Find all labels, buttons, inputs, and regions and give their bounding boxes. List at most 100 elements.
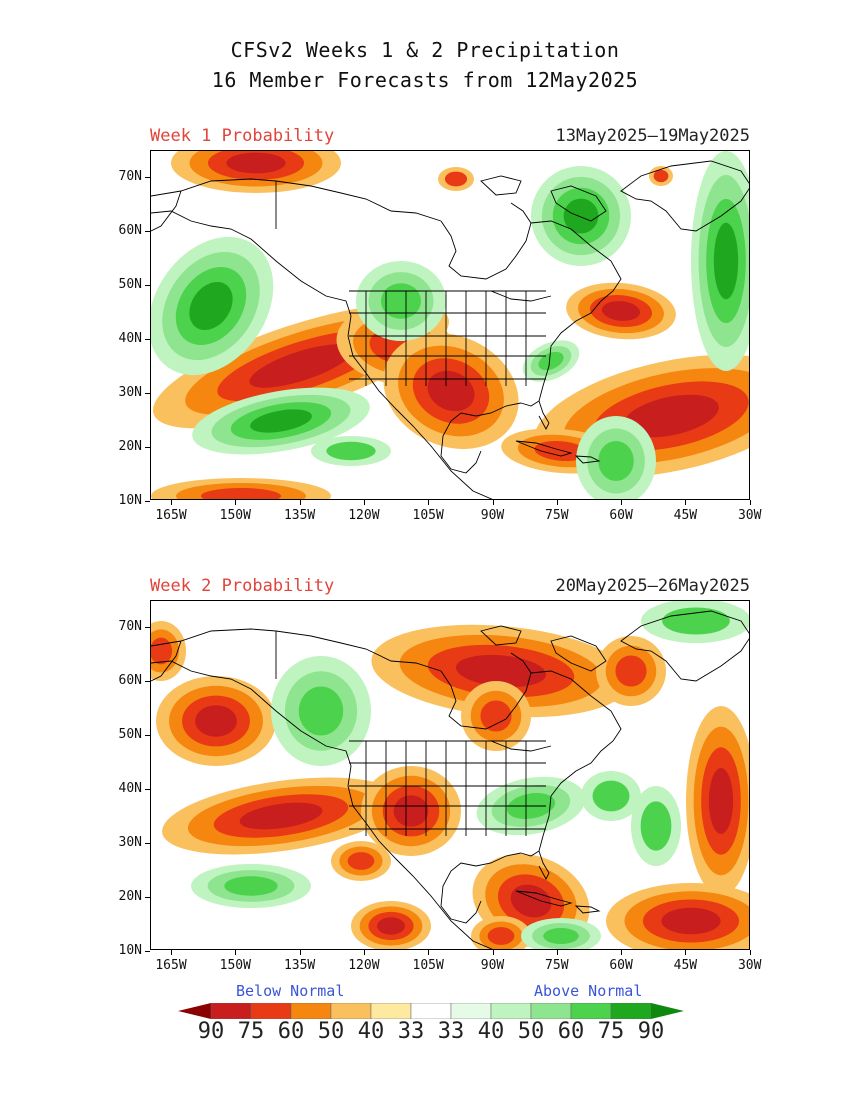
week2-coastlines-line bbox=[151, 628, 442, 672]
week2-lat-tick bbox=[145, 627, 150, 628]
week2-lon-tick bbox=[428, 950, 429, 955]
colorbar bbox=[178, 1003, 684, 1019]
week1-lon-label: 165W bbox=[155, 508, 187, 523]
week1-below-arctic bbox=[171, 151, 341, 193]
week1-coastlines-line bbox=[515, 440, 573, 457]
colorbar-cell bbox=[610, 1003, 652, 1019]
week1-coastlines-line bbox=[151, 190, 182, 232]
week1-lat-label: 60N bbox=[118, 223, 142, 238]
week1-above-midatlantic bbox=[522, 340, 580, 382]
week1-above-hawaii bbox=[192, 387, 370, 455]
week2-below-pacific-contour bbox=[239, 802, 323, 830]
week2-below-baja bbox=[331, 841, 391, 881]
colorbar-tick-label: 75 bbox=[597, 1019, 625, 1044]
week1-coastlines-line bbox=[151, 210, 493, 499]
week2-above-greenland bbox=[641, 601, 749, 643]
week2-coastlines-line bbox=[515, 890, 573, 907]
week1-lon-tick bbox=[235, 500, 236, 505]
week1-above-northern-plains bbox=[356, 261, 446, 341]
week1-lat-label: 10N bbox=[118, 493, 142, 508]
week1-below-mexico-contour bbox=[427, 370, 475, 412]
week1-lat-tick bbox=[145, 339, 150, 340]
week2-above-west-atlantic-contour bbox=[592, 780, 630, 812]
week1-lat-tick bbox=[145, 231, 150, 232]
week2-coastlines-state-borders bbox=[349, 740, 546, 836]
colorbar-cell bbox=[490, 1003, 532, 1019]
week2-below-ontario-contour bbox=[480, 700, 512, 732]
week1-above-tropical-atlantic-contour bbox=[598, 441, 634, 481]
week2-coastlines-line bbox=[440, 852, 522, 924]
colorbar-tick-label: 50 bbox=[317, 1019, 345, 1044]
week2-lat-label: 50N bbox=[118, 727, 142, 742]
week1-lon-label: 150W bbox=[219, 508, 251, 523]
week1-lat-label: 20N bbox=[118, 439, 142, 454]
week2-below-canada bbox=[371, 624, 631, 718]
week2-below-eastern-pacific-contour bbox=[377, 917, 405, 935]
week1-lon-tick bbox=[557, 500, 558, 505]
legend-above-normal: Above Normal bbox=[534, 982, 643, 1000]
title-line-1: CFSv2 Weeks 1 & 2 Precipitation bbox=[230, 38, 620, 62]
week2-panel-label: Week 2 Probability bbox=[150, 576, 335, 596]
week2-coastlines-line bbox=[574, 905, 601, 914]
week2-lon-label: 45W bbox=[673, 958, 698, 973]
colorbar-tick-label: 33 bbox=[397, 1019, 425, 1044]
week2-below-ontario bbox=[461, 681, 531, 751]
week1-lon-tick bbox=[493, 500, 494, 505]
week1-lon-tick bbox=[685, 500, 686, 505]
colorbar-cell bbox=[410, 1003, 452, 1019]
week2-lon-label: 150W bbox=[219, 958, 251, 973]
week2-lat-label: 60N bbox=[118, 673, 142, 688]
week1-above-greenland-sea bbox=[691, 151, 749, 371]
week2-coastlines-line bbox=[538, 850, 550, 880]
colorbar-tick-label: 33 bbox=[437, 1019, 465, 1044]
week2-above-caribbean-south-contour bbox=[543, 928, 579, 944]
week2-lat-label: 40N bbox=[118, 781, 142, 796]
week2-below-baja-contour bbox=[347, 852, 375, 870]
week2-below-gulf-alaska-contour bbox=[195, 705, 237, 737]
week1-coastlines-line bbox=[480, 175, 522, 196]
week1-above-hudson-contour bbox=[563, 198, 599, 234]
week1-lat-tick bbox=[145, 393, 150, 394]
week2-lat-tick bbox=[145, 843, 150, 844]
week1-above-tropical-atlantic bbox=[576, 416, 656, 499]
week2-coastlines-line bbox=[151, 660, 493, 949]
title-line-2: 16 Member Forecasts from 12May2025 bbox=[211, 68, 639, 92]
week1-lon-label: 120W bbox=[348, 508, 380, 523]
colorbar-tick-label: 50 bbox=[517, 1019, 545, 1044]
week1-above-hudson bbox=[531, 166, 631, 266]
week1-lon-label: 90W bbox=[480, 508, 505, 523]
week1-map bbox=[150, 150, 750, 500]
week2-coastlines-line bbox=[440, 652, 532, 730]
week1-lon-label: 60W bbox=[609, 508, 633, 523]
week2-coastlines-line bbox=[550, 635, 607, 672]
week1-above-gulf-alaska-contour bbox=[189, 281, 233, 331]
colorbar-cell bbox=[530, 1003, 572, 1019]
week2-below-labrador bbox=[596, 636, 666, 706]
week1-lat-label: 40N bbox=[118, 331, 142, 346]
colorbar-cell bbox=[250, 1003, 292, 1019]
week1-coastlines-line bbox=[550, 185, 607, 222]
week2-below-atlantic-east bbox=[686, 706, 749, 896]
week2-lon-tick bbox=[364, 950, 365, 955]
week2-lon-label: 30W bbox=[737, 958, 762, 973]
week1-lat-label: 50N bbox=[118, 277, 142, 292]
colorbar-tick-label: 40 bbox=[357, 1019, 385, 1044]
week1-below-beaufort bbox=[438, 167, 474, 191]
week1-below-atlantic-contour bbox=[623, 394, 719, 438]
week2-lon-tick bbox=[235, 950, 236, 955]
week1-below-newfoundland bbox=[566, 282, 676, 340]
week1-coastlines-line bbox=[538, 400, 550, 430]
colorbar-cell bbox=[210, 1003, 252, 1019]
week1-lon-label: 45W bbox=[673, 508, 698, 523]
week2-below-tropical-atlantic bbox=[606, 883, 749, 949]
week2-coastlines-line bbox=[520, 670, 622, 857]
week1-above-northern-plains-contour bbox=[381, 283, 421, 319]
week1-below-arctic-contour bbox=[226, 152, 286, 174]
week1-panel-label: Week 1 Probability bbox=[150, 126, 335, 146]
week2-lon-label: 165W bbox=[155, 958, 187, 973]
week2-lat-label: 10N bbox=[118, 943, 142, 958]
week2-lon-tick bbox=[750, 950, 751, 955]
week2-below-tropical-atlantic-contour bbox=[661, 907, 721, 935]
week1-coastlines-line bbox=[520, 220, 622, 407]
week1-above-greenland-sea-contour bbox=[713, 222, 739, 300]
